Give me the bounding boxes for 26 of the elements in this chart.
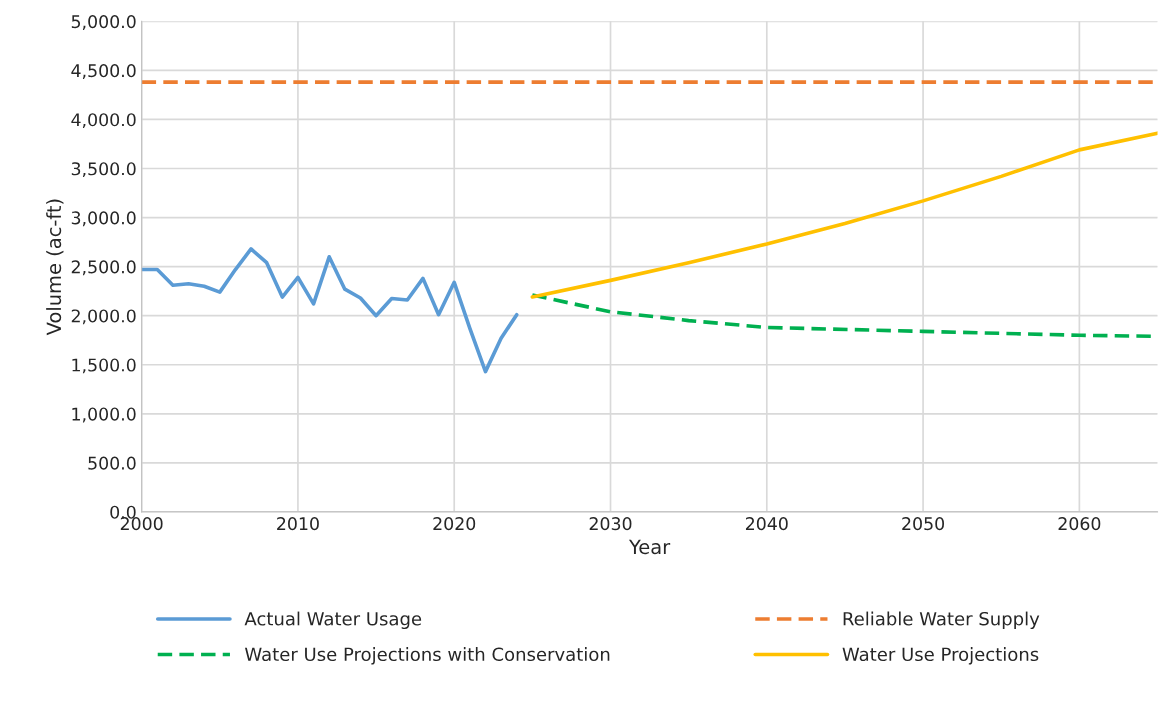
legend-label: Water Use Projections with Conservation <box>245 647 610 665</box>
y-tick-label: 1,500.0 <box>72 358 136 374</box>
line-series <box>530 131 1158 299</box>
y-tick-label: 3,000.0 <box>71 211 136 227</box>
y-tick-label: 2,500.0 <box>71 260 136 276</box>
y-tick-label: 1,000.0 <box>72 407 136 423</box>
x-tick-label: 2020 <box>433 517 476 531</box>
x-tick-label: 2000 <box>120 517 163 531</box>
y-tick-label: 0.0 <box>110 505 136 519</box>
x-tick-label: 2040 <box>745 517 788 531</box>
y-tick-label: 3,500.0 <box>71 162 136 178</box>
x-tick-label: 2060 <box>1058 517 1101 531</box>
line-series <box>141 247 519 374</box>
y-axis-title: Volume (ac-ft) <box>46 199 64 336</box>
x-tick-label: 2010 <box>277 517 319 531</box>
y-tick-label: 500.0 <box>88 456 136 470</box>
y-tick-label: 4,000.0 <box>71 113 136 129</box>
legend-label: Water Use Projections <box>842 647 1039 665</box>
y-tick-label: 2,000.0 <box>71 309 136 325</box>
x-tick-label: 2050 <box>902 517 945 531</box>
y-tick-label: 4,500.0 <box>71 64 136 79</box>
legend-label: Actual Water Usage <box>244 611 422 630</box>
legend-label: Reliable Water Supply <box>843 611 1040 630</box>
x-axis-title: Year <box>628 539 671 555</box>
y-tick-label: 5,000.0 <box>71 15 136 30</box>
x-tick-label: 2030 <box>589 517 632 531</box>
